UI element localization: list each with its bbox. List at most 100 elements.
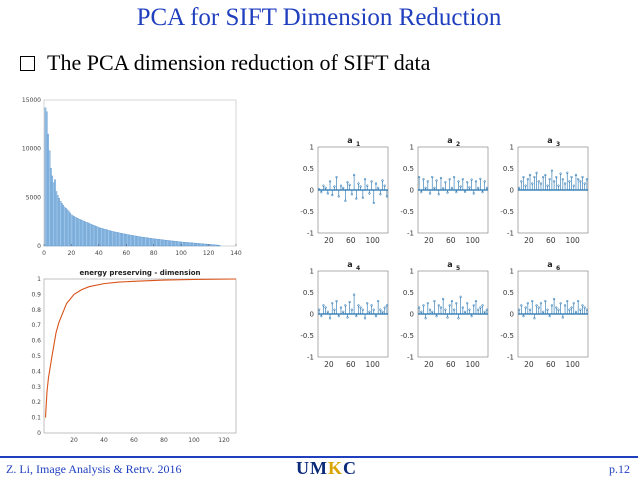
y-tick-label: 0	[37, 430, 41, 437]
y-tick-label: -1	[507, 354, 514, 362]
x-tick-label: 20	[70, 437, 78, 444]
stem-marker	[452, 308, 456, 311]
bar	[77, 218, 80, 247]
stem-marker	[317, 308, 321, 311]
page-number: p.12	[609, 462, 630, 476]
bar	[203, 243, 206, 247]
x-tick-label: 20	[324, 360, 334, 369]
bar	[95, 226, 97, 247]
x-tick-label: 40	[95, 250, 103, 257]
subplot-subscript: 6	[556, 265, 560, 272]
stem-marker	[568, 308, 571, 311]
stem-marker	[339, 184, 343, 187]
bar	[210, 244, 213, 247]
stem-marker	[552, 297, 556, 301]
bar	[60, 203, 63, 247]
bar	[110, 230, 113, 247]
x-tick-label: 80	[160, 437, 168, 444]
y-tick-label: 10000	[22, 146, 41, 153]
bar	[174, 241, 177, 247]
stem-marker	[359, 306, 362, 309]
bar	[141, 236, 144, 247]
stem-marker	[333, 308, 336, 311]
stem-marker	[485, 186, 489, 190]
bar	[126, 234, 129, 247]
stem-marker	[455, 191, 458, 194]
bar	[130, 235, 133, 247]
stem-marker	[346, 181, 349, 184]
y-tick-label: -0.5	[300, 208, 314, 216]
x-tick-label: 100	[366, 360, 381, 369]
bar	[132, 235, 134, 247]
stem-marker	[377, 186, 380, 190]
stem-marker	[350, 308, 354, 311]
bar	[213, 244, 215, 247]
bar	[45, 111, 48, 247]
subplot-title: a	[347, 260, 352, 269]
bar	[119, 233, 122, 247]
stem-marker	[428, 308, 432, 311]
bar	[106, 229, 108, 247]
stem-marker	[483, 310, 486, 314]
stem-marker	[433, 299, 436, 303]
stem-marker	[437, 193, 440, 196]
bar	[58, 198, 60, 247]
stem-marker	[435, 179, 438, 182]
stem-marker	[433, 186, 436, 190]
stem-marker	[337, 315, 340, 318]
x-tick-label: 100	[566, 236, 581, 245]
stem-marker	[479, 177, 482, 180]
bar	[121, 233, 124, 247]
bar	[103, 228, 106, 247]
stem-marker	[479, 306, 482, 309]
y-tick-label: 0	[310, 187, 314, 195]
stem-marker	[585, 308, 589, 311]
x-tick-label: 120	[203, 250, 215, 257]
subplot-subscript: 4	[356, 265, 360, 272]
stem-marker	[559, 302, 562, 305]
bar	[48, 150, 51, 247]
bar	[184, 242, 187, 247]
bar	[166, 240, 169, 247]
bar	[178, 241, 181, 247]
y-tick-label: 0.5	[303, 289, 314, 297]
stem-marker	[324, 306, 327, 309]
stem-marker	[472, 192, 475, 195]
subplot-title: a	[447, 136, 452, 145]
bar	[117, 232, 119, 247]
bar	[217, 244, 220, 247]
stem-marker	[517, 308, 521, 311]
stem-marker	[426, 180, 429, 183]
stem-marker	[339, 306, 343, 309]
stem-marker	[328, 317, 332, 320]
y-tick-label: -0.5	[500, 332, 514, 340]
bar	[85, 222, 88, 247]
stem-marker	[566, 299, 569, 303]
bar	[104, 229, 107, 247]
bar	[69, 212, 71, 247]
stem-marker	[552, 180, 556, 183]
y-tick-label: 0.5	[503, 289, 514, 297]
y-tick-label: 0.6	[31, 338, 41, 345]
stem-marker	[431, 175, 434, 179]
stem-marker	[374, 182, 378, 185]
stem-marker	[333, 185, 336, 188]
stem-marker	[331, 302, 334, 305]
y-tick-label: 0.5	[31, 353, 41, 360]
stem-marker	[535, 304, 538, 307]
bar	[156, 239, 159, 247]
bar	[136, 236, 139, 247]
x-tick-label: 100	[175, 250, 187, 257]
stem-marker	[520, 304, 523, 307]
bar	[98, 227, 100, 247]
bar	[78, 219, 81, 247]
stem-marker	[537, 180, 540, 183]
stem-marker	[361, 196, 364, 199]
stem-marker	[539, 302, 543, 305]
stem-marker	[357, 304, 360, 307]
x-tick-label: 20	[324, 236, 334, 245]
stem-subplot-a4: a 4 1 0.5 0 -0.5 -1 20 60 100	[300, 260, 389, 369]
stem-marker	[317, 187, 321, 191]
x-tick-label: 20	[524, 236, 534, 245]
